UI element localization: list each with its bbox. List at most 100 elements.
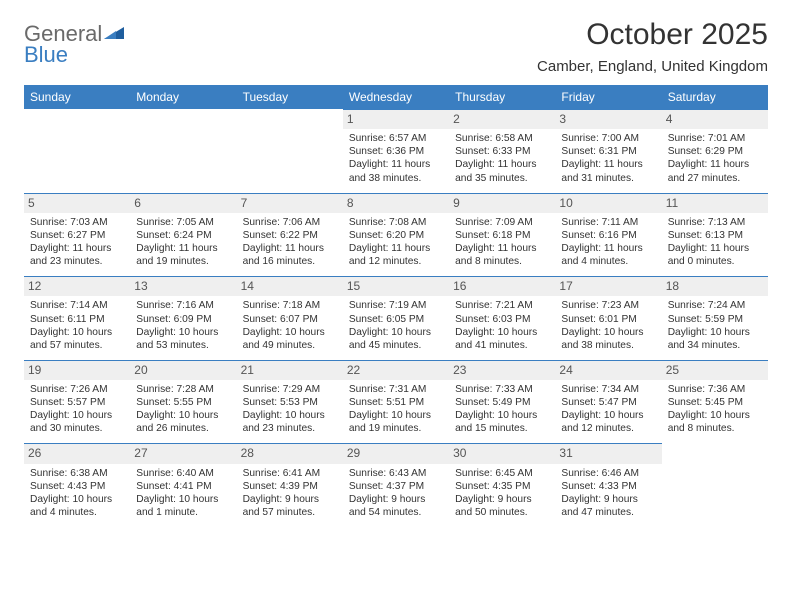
day-number: 6 (130, 193, 236, 213)
calendar-cell: 7 Sunrise: 7:06 AMSunset: 6:22 PMDaylight… (237, 193, 343, 277)
day-number: 10 (555, 193, 661, 213)
sunrise-line: Sunrise: 6:41 AM (243, 467, 337, 480)
calendar-cell: 10Sunrise: 7:11 AMSunset: 6:16 PMDayligh… (555, 193, 661, 277)
daylight-line: Daylight: 11 hours and 31 minutes. (561, 158, 655, 184)
sunset-line: Sunset: 6:36 PM (349, 145, 443, 158)
daylight-line: Daylight: 10 hours and 23 minutes. (243, 409, 337, 435)
calendar-cell: 30Sunrise: 6:45 AMSunset: 4:35 PMDayligh… (449, 443, 555, 527)
calendar-cell: 6Sunrise: 7:05 AMSunset: 6:24 PMDaylight… (130, 193, 236, 277)
daylight-line: Daylight: 11 hours and 4 minutes. (561, 242, 655, 268)
sunrise-line: Sunrise: 6:58 AM (455, 132, 549, 145)
sunrise-line: Sunrise: 7:26 AM (30, 383, 124, 396)
sunrise-line: Sunrise: 6:43 AM (349, 467, 443, 480)
calendar-cell (130, 109, 236, 193)
day-number: 21 (237, 360, 343, 380)
sunset-line: Sunset: 6:13 PM (668, 229, 762, 242)
day-number: 2 (449, 109, 555, 129)
sunset-line: Sunset: 6:03 PM (455, 313, 549, 326)
page-title: October 2025 (537, 18, 768, 52)
calendar-cell: 25Sunrise: 7:36 AMSunset: 5:45 PMDayligh… (662, 360, 768, 444)
daylight-line: Daylight: 10 hours and 38 minutes. (561, 326, 655, 352)
calendar-cell: 18Sunrise: 7:24 AMSunset: 5:59 PMDayligh… (662, 276, 768, 360)
sunset-line: Sunset: 6:33 PM (455, 145, 549, 158)
daylight-line: Daylight: 11 hours and 19 minutes. (136, 242, 230, 268)
daylight-line: Daylight: 10 hours and 15 minutes. (455, 409, 549, 435)
calendar-cell: 5Sunrise: 7:03 AMSunset: 6:27 PMDaylight… (24, 193, 130, 277)
day-number: 29 (343, 443, 449, 463)
day-number: 1 (343, 109, 449, 129)
sunrise-line: Sunrise: 7:06 AM (243, 216, 337, 229)
daylight-line: Daylight: 11 hours and 8 minutes. (455, 242, 549, 268)
sunset-line: Sunset: 6:16 PM (561, 229, 655, 242)
day-number: 11 (662, 193, 768, 213)
daylight-line: Daylight: 11 hours and 16 minutes. (243, 242, 337, 268)
sunrise-line: Sunrise: 6:46 AM (561, 467, 655, 480)
weekday-header: Monday (130, 85, 236, 109)
calendar-cell: 1Sunrise: 6:57 AMSunset: 6:36 PMDaylight… (343, 109, 449, 193)
daylight-line: Daylight: 11 hours and 0 minutes. (668, 242, 762, 268)
daylight-line: Daylight: 10 hours and 53 minutes. (136, 326, 230, 352)
calendar-cell: 16Sunrise: 7:21 AMSunset: 6:03 PMDayligh… (449, 276, 555, 360)
sunset-line: Sunset: 5:49 PM (455, 396, 549, 409)
sunset-line: Sunset: 5:53 PM (243, 396, 337, 409)
daylight-line: Daylight: 10 hours and 8 minutes. (668, 409, 762, 435)
sunset-line: Sunset: 4:33 PM (561, 480, 655, 493)
calendar-cell: 27Sunrise: 6:40 AMSunset: 4:41 PMDayligh… (130, 443, 236, 527)
calendar-cell: 24Sunrise: 7:34 AMSunset: 5:47 PMDayligh… (555, 360, 661, 444)
daylight-line: Daylight: 11 hours and 12 minutes. (349, 242, 443, 268)
day-number: 4 (662, 109, 768, 129)
sunrise-line: Sunrise: 6:45 AM (455, 467, 549, 480)
day-number: 5 (24, 193, 130, 213)
weekday-header: Tuesday (237, 85, 343, 109)
sunrise-line: Sunrise: 7:05 AM (136, 216, 230, 229)
day-number: 20 (130, 360, 236, 380)
sunrise-line: Sunrise: 7:31 AM (349, 383, 443, 396)
calendar-cell: 22Sunrise: 7:31 AMSunset: 5:51 PMDayligh… (343, 360, 449, 444)
day-number: 24 (555, 360, 661, 380)
sunrise-line: Sunrise: 6:57 AM (349, 132, 443, 145)
calendar-cell: 29Sunrise: 6:43 AMSunset: 4:37 PMDayligh… (343, 443, 449, 527)
location-subtitle: Camber, England, United Kingdom (537, 58, 768, 75)
day-number: 13 (130, 276, 236, 296)
daylight-line: Daylight: 10 hours and 12 minutes. (561, 409, 655, 435)
day-number: 28 (237, 443, 343, 463)
day-number: 14 (237, 276, 343, 296)
daylight-line: Daylight: 11 hours and 27 minutes. (668, 158, 762, 184)
day-number: 3 (555, 109, 661, 129)
sunset-line: Sunset: 4:41 PM (136, 480, 230, 493)
day-number: 12 (24, 276, 130, 296)
daylight-line: Daylight: 10 hours and 49 minutes. (243, 326, 337, 352)
sunset-line: Sunset: 6:07 PM (243, 313, 337, 326)
sunrise-line: Sunrise: 7:28 AM (136, 383, 230, 396)
day-number: 22 (343, 360, 449, 380)
sunrise-line: Sunrise: 7:00 AM (561, 132, 655, 145)
day-number: 7 (237, 193, 343, 213)
calendar-cell: 11 Sunrise: 7:13 AMSunset: 6:13 PMDayligh… (662, 193, 768, 277)
sunrise-line: Sunrise: 7:14 AM (30, 299, 124, 312)
sunset-line: Sunset: 6:22 PM (243, 229, 337, 242)
sunset-line: Sunset: 6:27 PM (30, 229, 124, 242)
daylight-line: Daylight: 10 hours and 4 minutes. (30, 493, 124, 519)
weekday-header: Wednesday (343, 85, 449, 109)
sunset-line: Sunset: 5:51 PM (349, 396, 443, 409)
weekday-header: Saturday (662, 85, 768, 109)
sunrise-line: Sunrise: 7:13 AM (668, 216, 762, 229)
calendar-cell: 14Sunrise: 7:18 AMSunset: 6:07 PMDayligh… (237, 276, 343, 360)
calendar-cell: 28Sunrise: 6:41 AMSunset: 4:39 PMDayligh… (237, 443, 343, 527)
calendar-cell: 31Sunrise: 6:46 AMSunset: 4:33 PMDayligh… (555, 443, 661, 527)
daylight-line: Daylight: 10 hours and 30 minutes. (30, 409, 124, 435)
daylight-line: Daylight: 11 hours and 23 minutes. (30, 242, 124, 268)
day-number: 15 (343, 276, 449, 296)
daylight-line: Daylight: 10 hours and 57 minutes. (30, 326, 124, 352)
day-number: 17 (555, 276, 661, 296)
sunset-line: Sunset: 5:57 PM (30, 396, 124, 409)
calendar-cell (237, 109, 343, 193)
sunrise-line: Sunrise: 7:16 AM (136, 299, 230, 312)
sunset-line: Sunset: 4:43 PM (30, 480, 124, 493)
day-number: 26 (24, 443, 130, 463)
day-number: 16 (449, 276, 555, 296)
calendar-cell: 15Sunrise: 7:19 AMSunset: 6:05 PMDayligh… (343, 276, 449, 360)
weekday-header: Sunday (24, 85, 130, 109)
weekday-header: Thursday (449, 85, 555, 109)
sunset-line: Sunset: 5:59 PM (668, 313, 762, 326)
